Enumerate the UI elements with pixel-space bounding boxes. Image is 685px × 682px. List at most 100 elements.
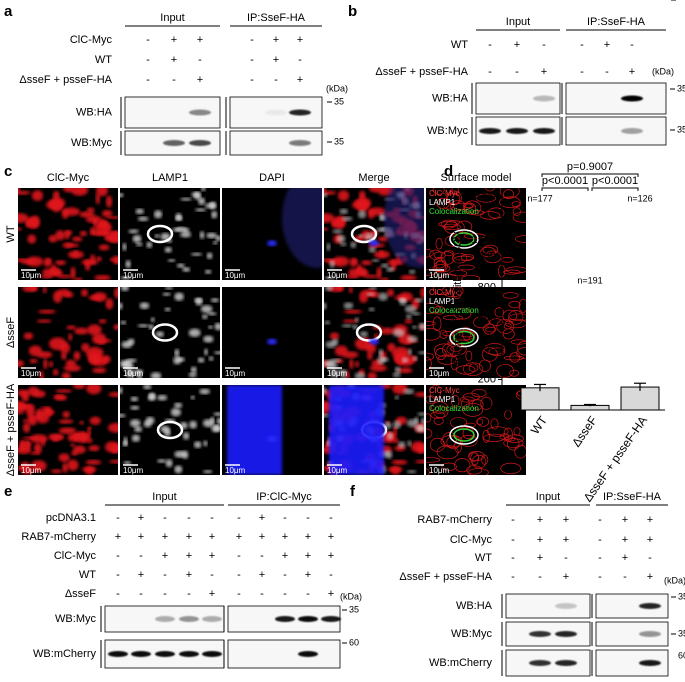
cell (197, 357, 205, 363)
cell (70, 443, 76, 447)
surface-contour (479, 211, 501, 220)
cell (40, 274, 54, 279)
surface-contour (450, 345, 462, 352)
nucleus (369, 338, 379, 345)
cell (113, 324, 118, 330)
cell (122, 242, 127, 251)
cell (36, 351, 53, 359)
sign: + (138, 512, 144, 524)
cell (399, 297, 407, 306)
sign: + (162, 550, 168, 562)
condition-label: RAB7-mCherry (21, 531, 96, 543)
sign: + (171, 54, 177, 66)
tile-content (426, 385, 526, 475)
sign: + (514, 39, 520, 51)
cell (55, 389, 73, 393)
y-tick-label: 0 (490, 404, 496, 416)
cell (86, 207, 95, 213)
unit-label: (kDa) (664, 575, 685, 585)
surface-contour (514, 444, 526, 459)
micrograph: 10μm (18, 287, 118, 378)
surface-contour (471, 399, 484, 410)
cell (136, 372, 143, 378)
scv (156, 420, 184, 440)
sign: + (305, 550, 311, 562)
cell (100, 355, 111, 364)
cell (157, 459, 167, 463)
condition-label: ΔsseF + psseF-HA (399, 571, 492, 583)
cell (31, 190, 44, 202)
blot-label: WB:mCherry (33, 648, 96, 660)
cell (339, 242, 347, 247)
surface-contour (443, 202, 454, 210)
cell (359, 290, 369, 303)
cell (89, 416, 101, 425)
cell (404, 305, 417, 313)
surface-contour (485, 188, 495, 192)
cell (174, 348, 180, 358)
sign: + (197, 74, 203, 86)
nucleus (369, 436, 379, 442)
surface-contour (454, 458, 471, 473)
surface-contour (490, 418, 499, 430)
cell (130, 396, 139, 402)
cell (130, 405, 140, 410)
cell (71, 236, 83, 242)
cell (324, 413, 330, 418)
micrograph: 10μm (18, 385, 118, 475)
cell (420, 417, 424, 425)
legend-label: LAMP1 (429, 297, 456, 306)
cell (182, 432, 190, 440)
band (179, 616, 199, 622)
surface-contour (509, 352, 521, 363)
surface-contour (460, 253, 475, 262)
y-tick-label: 800 (478, 282, 496, 294)
cell (131, 434, 141, 442)
sign: - (580, 66, 584, 78)
micrograph: 10μm (222, 188, 322, 280)
comparison-bracket (541, 187, 589, 191)
cell (162, 292, 171, 297)
micrograph: 10μm (222, 385, 322, 475)
cell (352, 324, 358, 330)
cell (324, 193, 328, 198)
cell (137, 216, 149, 222)
cell (167, 258, 176, 263)
cell (58, 453, 70, 462)
band (298, 651, 318, 657)
sign: + (537, 534, 543, 546)
cell (418, 350, 424, 355)
surface-contour (457, 264, 475, 271)
tile-content (267, 338, 277, 345)
cell (346, 274, 360, 279)
cell (354, 317, 359, 323)
cell (182, 227, 190, 233)
micrograph: 10μm (18, 188, 118, 280)
surface-contour (480, 246, 496, 258)
cell (414, 391, 424, 398)
surface-contour (466, 465, 483, 475)
cell (120, 193, 124, 198)
sign: + (186, 550, 192, 562)
cell (418, 322, 424, 331)
cell (400, 275, 417, 280)
band (533, 128, 555, 134)
band (533, 95, 555, 102)
cell (48, 337, 67, 351)
surface-contour (512, 207, 521, 216)
surface-contour (463, 200, 482, 215)
p-value: p<0.0001 (592, 175, 638, 187)
surface-contour (426, 468, 430, 475)
surface-contour (444, 220, 465, 235)
band (108, 651, 128, 657)
cell (332, 229, 343, 234)
condition-label: ClC-Myc (70, 34, 113, 46)
lamp1-surface (449, 229, 479, 249)
micrograph: 10μm (324, 287, 424, 378)
cell (71, 450, 79, 456)
cell (154, 234, 160, 238)
cell (125, 369, 135, 378)
sign: + (259, 531, 265, 543)
cell (25, 471, 33, 475)
